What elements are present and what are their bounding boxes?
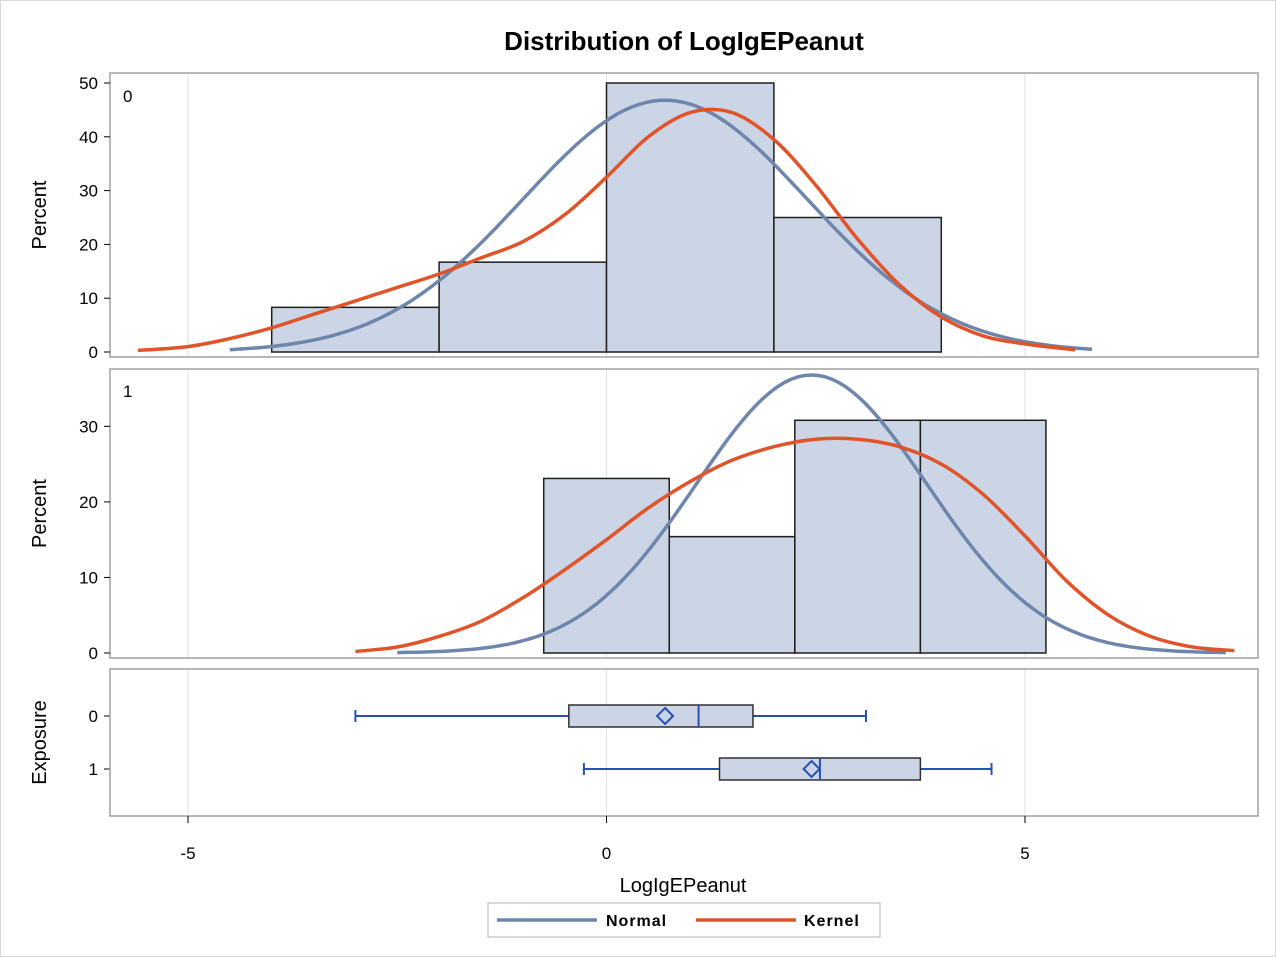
histogram-bar [605,82,775,353]
y-axis-label: Percent [29,479,51,548]
legend-label-normal: Normal [606,913,667,930]
y-tick-label: 10 [79,289,98,308]
x-tick-label: 5 [1020,844,1029,863]
y-tick-label: 20 [79,235,98,254]
histogram-panel-exposure-0: 0 0 10 20 30 40 50 Percent [29,72,1259,362]
y-tick-label: 0 [89,343,98,362]
panel-border [109,72,1259,358]
y-tick-label: 30 [79,182,98,201]
boxplot-panel: 0 1 Exposure [29,668,1259,817]
legend-label-kernel: Kernel [804,913,860,930]
x-tick-label: -5 [180,844,195,863]
y-tick-label: 1 [89,760,98,779]
y-tick-label: 0 [89,644,98,663]
x-tick-label: 0 [602,844,611,863]
boxplot-mean-diamond [802,759,821,779]
kernel-curve [137,107,1076,353]
kernel-curve [355,436,1235,654]
y-tick-label: 10 [79,568,98,587]
normal-curve [397,373,1226,655]
panel-label: 1 [123,382,132,401]
histogram-bar [668,535,796,654]
histogram-bar [438,261,608,353]
panel-border [109,368,1259,659]
y-tick-label: 0 [89,707,98,726]
y-axis-label: Percent [29,180,51,249]
legend: Normal Kernel [487,902,881,938]
y-tick-label: 30 [79,417,98,436]
y-tick-label: 40 [79,128,98,147]
x-axis-label: LogIgEPeanut [620,875,747,897]
boxplot-box [568,704,754,728]
panel-border [109,668,1259,817]
y-tick-label: 20 [79,493,98,512]
y-axis-label: Exposure [29,700,51,785]
normal-curve [229,98,1093,352]
histogram-bar [794,419,922,654]
boxplot-mean-diamond [655,706,675,726]
x-axis: -5 0 5 [180,816,1030,863]
y-tick-label: 50 [79,74,98,93]
panel-label: 0 [123,87,132,106]
chart-title: Distribution of LogIgEPeanut [504,26,864,56]
